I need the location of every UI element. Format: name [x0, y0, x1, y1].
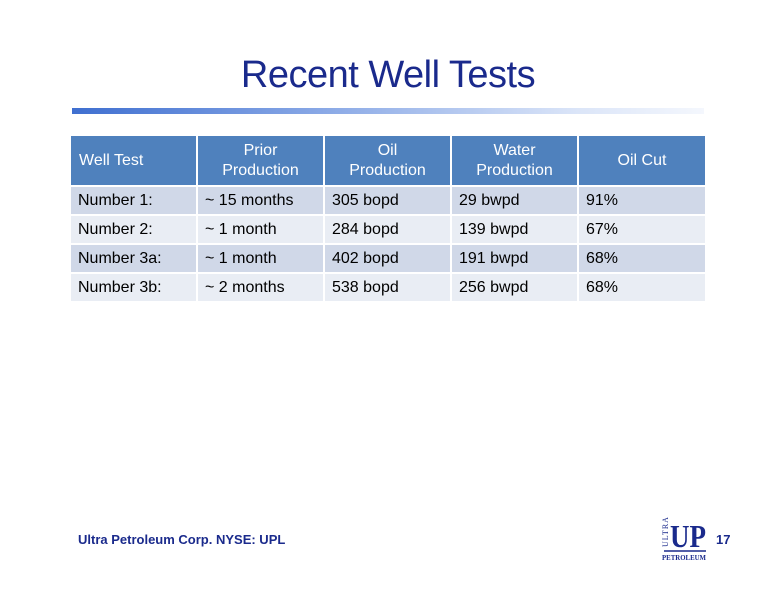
cell-well-test: Number 2: [71, 216, 198, 245]
cell-water-production: 29 bwpd [452, 187, 579, 216]
cell-prior-production: ~ 1 month [198, 245, 325, 274]
cell-prior-production: ~ 2 months [198, 274, 325, 303]
table-row: Number 2: ~ 1 month 284 bopd 139 bwpd 67… [71, 216, 705, 245]
svg-text:ULTRA: ULTRA [661, 516, 670, 547]
cell-water-production: 139 bwpd [452, 216, 579, 245]
header-line: Production [476, 161, 553, 179]
svg-text:UP: UP [670, 518, 706, 554]
cell-well-test: Number 1: [71, 187, 198, 216]
cell-well-test: Number 3a: [71, 245, 198, 274]
header-oil-production: Oil Production [325, 136, 452, 187]
header-line: Well Test [79, 151, 144, 169]
ultra-petroleum-logo: ULTRA UP PETROLEUM [660, 507, 708, 563]
cell-prior-production: ~ 1 month [198, 216, 325, 245]
table-row: Number 3a: ~ 1 month 402 bopd 191 bwpd 6… [71, 245, 705, 274]
cell-oil-production: 402 bopd [325, 245, 452, 274]
header-prior-production: Prior Production [198, 136, 325, 187]
table-header-row: Well Test Prior Production Oil Production … [71, 136, 705, 187]
svg-text:PETROLEUM: PETROLEUM [662, 554, 706, 562]
header-line: Production [222, 161, 299, 179]
header-oil-cut: Oil Cut [579, 136, 705, 187]
cell-oil-production: 284 bopd [325, 216, 452, 245]
footer-company-text: Ultra Petroleum Corp. NYSE: UPL [78, 532, 286, 547]
title-underline [72, 108, 704, 114]
header-water-production: Water Production [452, 136, 579, 187]
cell-oil-cut: 67% [579, 216, 705, 245]
header-line: Prior [243, 141, 278, 159]
table-row: Number 1: ~ 15 months 305 bopd 29 bwpd 9… [71, 187, 705, 216]
slide-title: Recent Well Tests [240, 54, 536, 96]
header-line: Water [493, 141, 536, 159]
table-row: Number 3b: ~ 2 months 538 bopd 256 bwpd … [71, 274, 705, 303]
header-well-test: Well Test [71, 136, 198, 187]
header-line: Oil [377, 141, 398, 159]
cell-prior-production: ~ 15 months [198, 187, 325, 216]
cell-oil-production: 538 bopd [325, 274, 452, 303]
cell-oil-cut: 91% [579, 187, 705, 216]
cell-water-production: 256 bwpd [452, 274, 579, 303]
cell-oil-cut: 68% [579, 245, 705, 274]
page-number: 17 [716, 532, 731, 547]
cell-well-test: Number 3b: [71, 274, 198, 303]
cell-oil-cut: 68% [579, 274, 705, 303]
cell-water-production: 191 bwpd [452, 245, 579, 274]
header-line: Production [349, 161, 426, 179]
well-tests-table: Well Test Prior Production Oil Production … [71, 136, 705, 303]
header-line: Oil Cut [617, 151, 667, 169]
cell-oil-production: 305 bopd [325, 187, 452, 216]
